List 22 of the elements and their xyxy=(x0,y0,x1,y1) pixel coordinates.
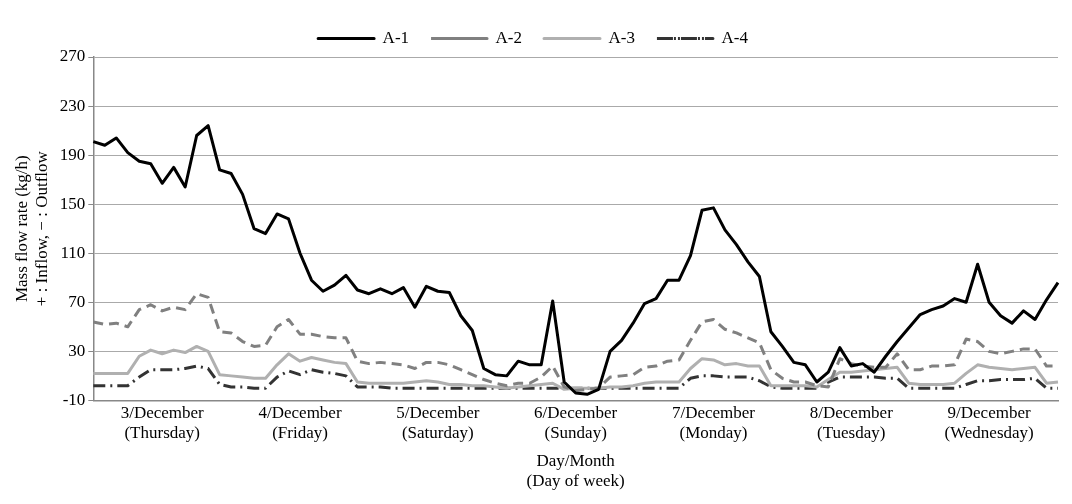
legend-label: A-3 xyxy=(608,27,635,47)
x-tick-label: 6/December (Sunday) xyxy=(534,403,618,443)
legend-label: A-2 xyxy=(495,27,523,47)
x-axis-title: Day/Month (Day of week) xyxy=(526,450,625,491)
y-tick-label: 270 xyxy=(59,46,86,66)
y-tick-label: 230 xyxy=(59,95,86,115)
x-tick-label: 8/December (Tuesday) xyxy=(809,403,894,443)
legend-label: A-1 xyxy=(382,27,410,47)
y-tick-label: 150 xyxy=(59,193,86,213)
x-tick-label: 5/December (Saturday) xyxy=(396,403,480,443)
y-tick-label: -10 xyxy=(62,389,86,409)
y-tick-label: 110 xyxy=(60,242,86,262)
y-tick-label: 70 xyxy=(68,291,86,311)
y-tick-label: 190 xyxy=(59,144,86,164)
x-tick-label: 4/December (Friday) xyxy=(258,403,342,443)
x-tick-label: 3/December (Thursday) xyxy=(120,403,205,443)
legend-label: A-4 xyxy=(721,27,749,47)
x-tick-label: 7/December (Monday) xyxy=(671,403,756,443)
line-series xyxy=(91,364,1060,390)
y-axis-title: Mass flow rate (kg/h) + : Inflow, − : Outflow xyxy=(11,150,52,307)
x-tick-label: 9/December (Wednesday) xyxy=(944,403,1034,443)
y-tick-label: 30 xyxy=(68,340,86,360)
